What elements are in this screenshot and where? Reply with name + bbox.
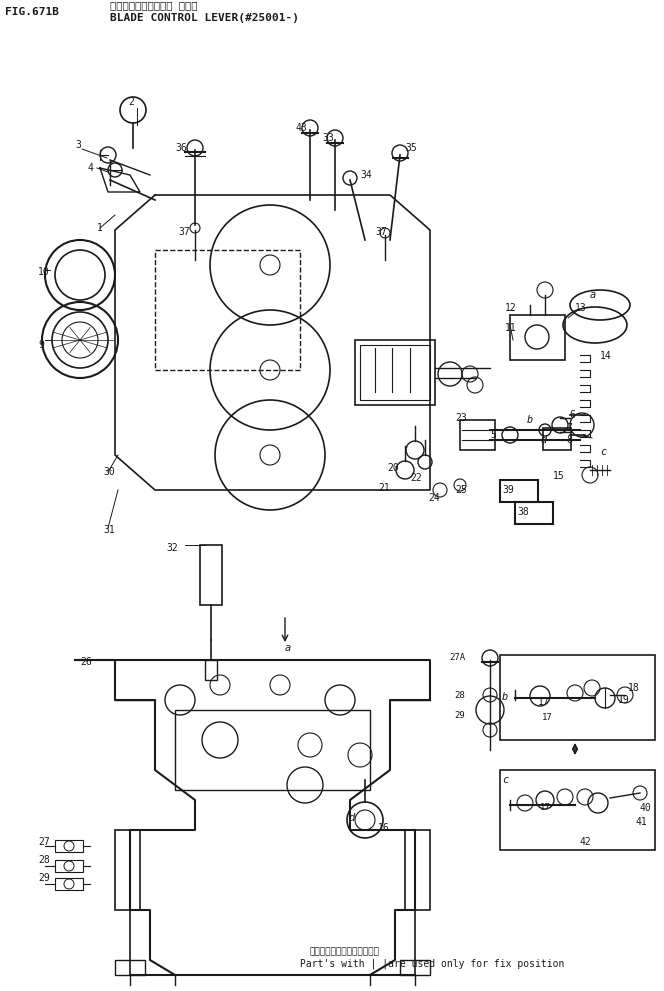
Text: 14: 14 xyxy=(600,351,612,361)
Bar xyxy=(205,660,217,680)
Text: 27: 27 xyxy=(39,837,50,847)
Text: d: d xyxy=(348,813,355,823)
Bar xyxy=(543,428,571,450)
Text: 18: 18 xyxy=(628,683,639,693)
Text: 17: 17 xyxy=(538,697,550,707)
Bar xyxy=(175,710,370,790)
Text: 5: 5 xyxy=(490,430,496,440)
Bar xyxy=(55,878,83,890)
Bar xyxy=(500,770,655,850)
Text: 35: 35 xyxy=(405,143,417,153)
Text: 39: 39 xyxy=(502,485,514,495)
Text: 1: 1 xyxy=(97,223,103,233)
Bar xyxy=(55,860,83,872)
Text: BLADE CONTROL LEVER(#25001-): BLADE CONTROL LEVER(#25001-) xyxy=(110,13,299,23)
Bar xyxy=(200,545,222,605)
Text: d: d xyxy=(540,435,546,445)
Bar xyxy=(460,420,495,450)
Bar xyxy=(515,502,553,524)
Text: c: c xyxy=(502,775,508,785)
Text: a: a xyxy=(285,643,291,653)
Text: 37: 37 xyxy=(178,227,190,237)
Text: 38: 38 xyxy=(517,507,529,517)
Text: 23: 23 xyxy=(455,413,467,423)
Bar xyxy=(510,315,565,360)
Text: 8: 8 xyxy=(566,435,572,445)
Text: 25: 25 xyxy=(455,485,467,495)
Bar xyxy=(355,340,435,405)
Text: ｜「内は位置決めのみ使用す: ｜「内は位置決めのみ使用す xyxy=(310,947,380,956)
Text: 28: 28 xyxy=(454,691,465,700)
Text: 10: 10 xyxy=(38,267,50,277)
Text: 31: 31 xyxy=(103,525,115,535)
Text: 22: 22 xyxy=(410,473,422,483)
Text: 41: 41 xyxy=(635,817,647,827)
Text: 13: 13 xyxy=(575,303,587,313)
Text: b: b xyxy=(527,415,533,425)
Text: 30: 30 xyxy=(103,467,115,477)
Text: c: c xyxy=(600,447,606,457)
Text: ブレードコントロール レバー: ブレードコントロール レバー xyxy=(110,0,197,10)
Text: 27A: 27A xyxy=(449,653,465,663)
Text: 36: 36 xyxy=(175,143,187,153)
Text: FIG.671B: FIG.671B xyxy=(5,7,59,17)
Text: 37: 37 xyxy=(375,227,386,237)
Bar xyxy=(360,345,430,400)
Text: 17: 17 xyxy=(542,714,552,722)
Text: 32: 32 xyxy=(166,543,178,553)
Text: 3: 3 xyxy=(75,140,81,150)
Bar xyxy=(55,840,83,852)
Text: 9: 9 xyxy=(38,340,44,350)
Text: 6: 6 xyxy=(569,410,575,420)
Text: 26: 26 xyxy=(80,657,92,667)
Text: 43: 43 xyxy=(295,123,307,133)
Text: 34: 34 xyxy=(360,170,372,180)
Text: 19: 19 xyxy=(618,695,629,705)
Text: 20: 20 xyxy=(387,463,399,473)
Text: 2: 2 xyxy=(128,97,134,107)
Text: 17: 17 xyxy=(540,804,550,813)
Bar xyxy=(400,960,430,975)
Text: 40: 40 xyxy=(640,803,652,813)
Bar xyxy=(115,960,145,975)
Text: 15: 15 xyxy=(553,471,565,481)
Bar xyxy=(115,830,140,910)
Text: 24: 24 xyxy=(428,493,440,503)
Text: b: b xyxy=(502,692,508,702)
Text: 29: 29 xyxy=(454,711,465,719)
Bar xyxy=(405,830,430,910)
Text: Part's with | |are used only for fix position: Part's with | |are used only for fix pos… xyxy=(300,958,564,969)
Text: 11: 11 xyxy=(505,323,517,333)
Text: 28: 28 xyxy=(39,855,50,865)
Bar xyxy=(500,655,655,740)
Bar xyxy=(155,250,300,370)
Text: 42: 42 xyxy=(580,837,592,847)
Bar xyxy=(500,480,538,502)
Text: 4: 4 xyxy=(88,163,94,173)
Text: 16: 16 xyxy=(378,823,390,833)
Text: 12: 12 xyxy=(505,303,517,313)
Text: 21: 21 xyxy=(378,483,390,493)
Text: 29: 29 xyxy=(39,873,50,883)
Text: 33: 33 xyxy=(322,133,334,143)
Text: a: a xyxy=(590,290,596,300)
Text: 7: 7 xyxy=(566,423,572,433)
